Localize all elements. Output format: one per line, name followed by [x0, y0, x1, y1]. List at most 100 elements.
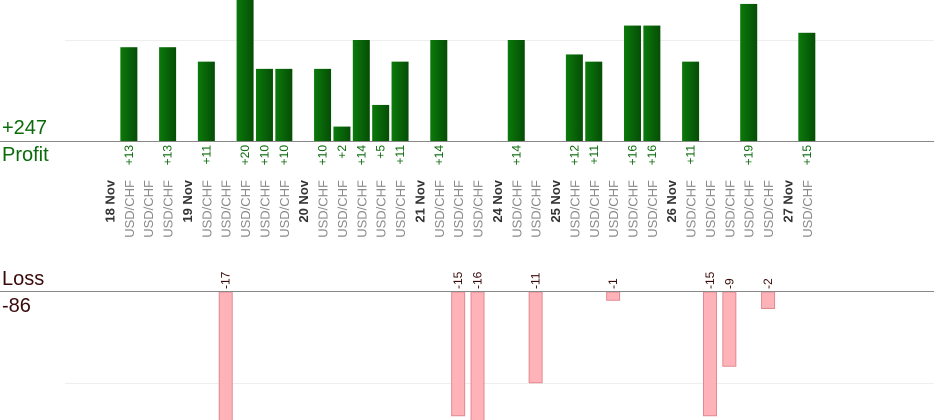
date-label: 18 Nov — [103, 179, 118, 222]
category-labels: 18 Nov USD/CHF USD/CHF USD/CHF 19 Nov USD/CHF… — [103, 179, 815, 238]
loss-label: Loss — [2, 268, 45, 290]
symbol-label: USD/CHF — [625, 180, 640, 238]
profit-value-labels: +13 +13 +11 +20 +10 +10 +10 +2 +14 +5 +11 +14 +14 +12… — [122, 145, 814, 166]
symbol-label: USD/CHF — [471, 180, 486, 238]
symbol-label: USD/CHF — [277, 180, 292, 238]
profit-bar — [430, 40, 448, 141]
profit-value-label: +16 — [625, 145, 639, 166]
profit-bar — [507, 40, 525, 141]
profit-bar — [682, 61, 700, 142]
symbol-label: USD/CHF — [703, 180, 718, 238]
loss-bar — [528, 291, 543, 384]
profit-value-label: +10 — [277, 145, 291, 166]
symbol-label: USD/CHF — [587, 180, 602, 238]
loss-value-label: -17 — [219, 271, 233, 289]
profit-value-label: +15 — [800, 145, 814, 166]
symbol-label: USD/CHF — [722, 180, 737, 238]
date-label: 26 Nov — [664, 179, 679, 222]
loss-value-label: -16 — [471, 271, 485, 289]
profit-label: Profit — [2, 144, 49, 166]
date-label: 25 Nov — [548, 179, 563, 222]
symbol-label: USD/CHF — [684, 180, 699, 238]
symbol-label: USD/CHF — [606, 180, 621, 238]
symbol-label: USD/CHF — [257, 180, 272, 238]
symbol-label: USD/CHF — [742, 180, 757, 238]
symbol-label: USD/CHF — [645, 180, 660, 238]
profit-value-label: +14 — [432, 145, 446, 166]
date-label: 19 Nov — [180, 179, 195, 222]
profit-bar — [740, 3, 758, 141]
profit-value-label: +10 — [316, 145, 330, 166]
symbol-label: USD/CHF — [199, 180, 214, 238]
profit-bar — [585, 61, 603, 142]
loss-value-label: -2 — [761, 278, 775, 289]
loss-total: -86 — [2, 295, 31, 317]
loss-value-label: -1 — [606, 278, 620, 289]
symbol-label: USD/CHF — [761, 180, 776, 238]
date-label: 24 Nov — [490, 179, 505, 222]
profit-bars — [120, 0, 816, 142]
profit-value-label: +10 — [257, 145, 271, 166]
profit-bar — [565, 54, 583, 141]
loss-value-labels: -17 -15 -16 -11 -1 -15 -9 -2 — [219, 271, 775, 289]
loss-value-label: -9 — [722, 278, 736, 289]
profit-value-label: +16 — [645, 145, 659, 166]
loss-value-label: -15 — [703, 271, 717, 289]
symbol-label: USD/CHF — [800, 180, 815, 238]
profit-bar — [798, 32, 816, 141]
symbol-label: USD/CHF — [335, 180, 350, 238]
profit-value-label: +2 — [335, 145, 349, 159]
symbol-label: USD/CHF — [122, 180, 137, 238]
loss-value-label: -11 — [529, 272, 543, 289]
profit-value-label: +11 — [199, 145, 213, 165]
profit-value-label: +11 — [393, 145, 407, 165]
profit-total: +247 — [2, 117, 48, 139]
profit-bar — [275, 68, 293, 141]
profit-value-label: +11 — [684, 145, 698, 165]
profit-value-label: +12 — [567, 145, 581, 166]
profit-bar — [197, 61, 215, 142]
date-label: 27 Nov — [780, 179, 795, 222]
date-label: 21 Nov — [412, 179, 427, 222]
symbol-label: USD/CHF — [219, 180, 234, 238]
loss-bar — [218, 291, 233, 420]
loss-bar — [470, 291, 485, 420]
grid-lines — [65, 40, 934, 384]
loss-bar — [606, 291, 621, 301]
symbol-label: USD/CHF — [529, 180, 544, 238]
profit-value-label: +20 — [238, 145, 252, 166]
symbol-label: USD/CHF — [509, 180, 524, 238]
loss-bars — [218, 291, 776, 420]
loss-bar — [451, 291, 466, 417]
symbol-label: USD/CHF — [374, 180, 389, 238]
profit-value-label: +13 — [161, 145, 175, 166]
profit-bar — [314, 68, 332, 141]
profit-bar — [236, 0, 254, 142]
symbol-label: USD/CHF — [432, 180, 447, 238]
profit-bar — [643, 25, 661, 142]
symbol-label: USD/CHF — [238, 180, 253, 238]
symbol-label: USD/CHF — [567, 180, 582, 238]
profit-value-label: +14 — [354, 145, 368, 166]
loss-value-label: -15 — [451, 271, 465, 289]
profit-bar — [333, 126, 351, 141]
profit-bar — [352, 40, 370, 141]
date-label: 20 Nov — [296, 179, 311, 222]
loss-bar — [702, 291, 717, 417]
profit-value-label: +11 — [587, 145, 601, 165]
loss-bar — [722, 291, 737, 367]
profit-bar — [391, 61, 409, 142]
symbol-label: USD/CHF — [393, 180, 408, 238]
profit-bar — [120, 47, 138, 141]
profit-bar — [372, 104, 390, 141]
loss-bar — [761, 291, 776, 309]
symbol-label: USD/CHF — [141, 180, 156, 238]
profit-value-label: +19 — [742, 145, 756, 166]
profit-value-label: +14 — [509, 145, 523, 166]
symbol-label: USD/CHF — [451, 180, 466, 238]
profit-bar — [255, 68, 273, 141]
profit-value-label: +13 — [122, 145, 136, 166]
symbol-label: USD/CHF — [354, 180, 369, 238]
profit-value-label: +5 — [374, 145, 388, 159]
